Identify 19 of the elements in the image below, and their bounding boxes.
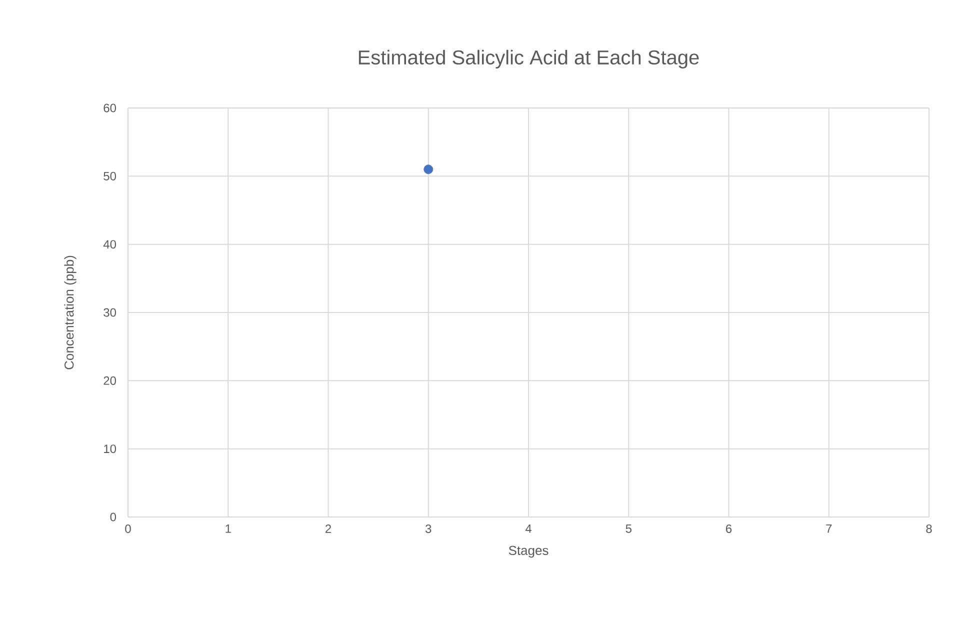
y-tick-label: 60 xyxy=(104,104,116,112)
x-tick-label: 6 xyxy=(726,524,732,534)
chart-title: Estimated Salicylic Acid at Each Stage xyxy=(358,50,699,68)
x-tick-label: 3 xyxy=(425,524,432,534)
y-tick-label: 40 xyxy=(103,240,116,249)
y-tick-label: 0 xyxy=(110,512,116,522)
x-tick-label: 4 xyxy=(525,524,532,533)
y-tick-label: 30 xyxy=(104,308,116,317)
x-tick-label: 5 xyxy=(626,524,632,533)
y-tick-label: 20 xyxy=(104,376,116,385)
x-axis-title: Stages xyxy=(508,546,548,558)
x-tick-label: 7 xyxy=(826,524,832,533)
x-tick-label: 1 xyxy=(226,524,231,533)
y-axis-title: Concentration (ppb) xyxy=(64,256,76,370)
x-tick-label: 8 xyxy=(926,524,932,534)
y-tick-label: 50 xyxy=(104,172,116,180)
x-tick-label: 2 xyxy=(326,524,331,533)
x-tick-label: 0 xyxy=(125,524,131,534)
y-tick-label: 10 xyxy=(104,444,116,454)
